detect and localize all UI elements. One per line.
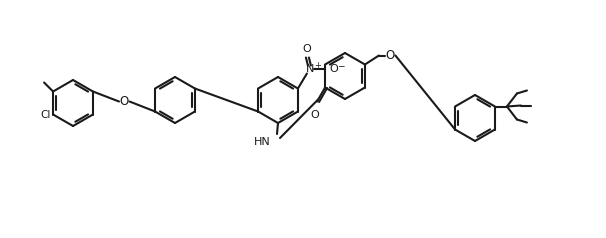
Text: O: O bbox=[119, 95, 128, 108]
Text: O: O bbox=[329, 64, 338, 74]
Text: O: O bbox=[311, 109, 319, 119]
Text: HN: HN bbox=[255, 137, 271, 147]
Text: −: − bbox=[337, 61, 344, 70]
Text: +: + bbox=[314, 61, 321, 70]
Text: Cl: Cl bbox=[41, 109, 51, 119]
Text: O: O bbox=[302, 44, 311, 54]
Text: O: O bbox=[385, 49, 395, 62]
Text: N: N bbox=[306, 64, 314, 74]
